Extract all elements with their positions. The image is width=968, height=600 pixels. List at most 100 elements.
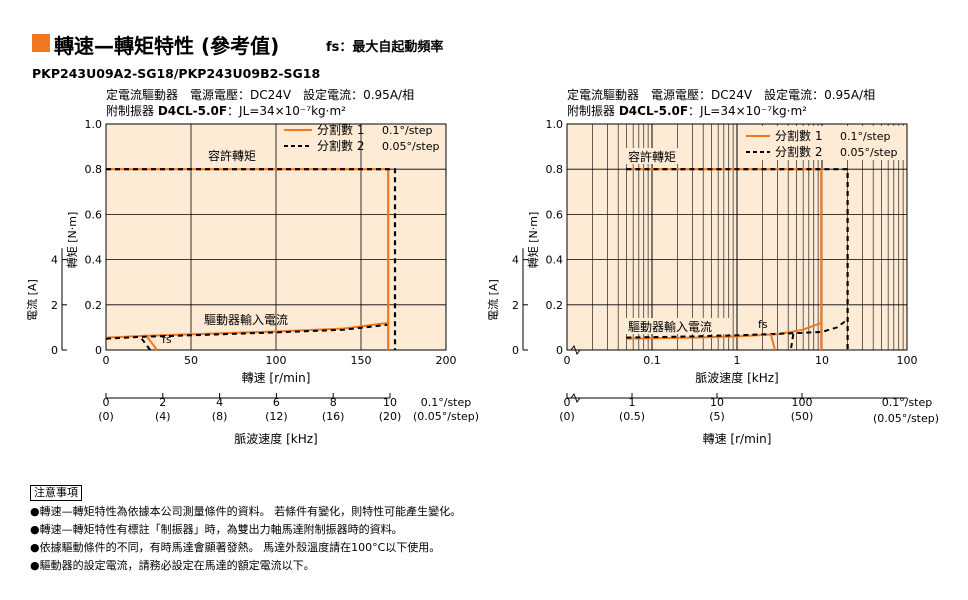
left-current-tick-label: 2 — [51, 299, 58, 312]
left-pulse-tick-label: 10 — [383, 396, 397, 409]
right-legend-value: 0.05°/step — [840, 146, 898, 159]
left-pulse-tick-label: 4 — [216, 396, 223, 409]
left-pulse-tick-sublabel: (0) — [98, 410, 114, 423]
left-fs-solid — [146, 335, 158, 351]
right-current-tick-label: 4 — [512, 254, 519, 267]
right-conditions-line1: 定電流驅動器 電源電壓：DC24V 設定電流：0.95A/相 — [567, 88, 876, 102]
left-y-tick-label: 0 — [95, 344, 102, 357]
left-pulse-tick-label: 6 — [273, 396, 280, 409]
inertia-value: ：JL=34×10⁻⁷kg·m² — [227, 104, 346, 118]
right-fs-label: fs — [758, 318, 768, 331]
right-speed-tick-sublabel: (5) — [709, 410, 725, 423]
left-conditions-line2: 附制振器 D4CL-5.0F：JL=34×10⁻⁷kg·m² — [106, 102, 346, 119]
left-x-tick-label: 50 — [184, 354, 198, 367]
left-pulse-step-label: 0.1°/step — [421, 396, 472, 409]
left-legend-value: 0.05°/step — [382, 140, 440, 153]
page-subtitle: fs：最大自起動頻率 — [326, 40, 444, 55]
right-current-tick-label: 0 — [512, 344, 519, 357]
left-y-axis-label: 轉矩 [N·m] — [66, 212, 79, 269]
right-legend-label: 分割數 2 — [775, 144, 822, 159]
left-fs-dashed — [140, 338, 151, 351]
right-fs-dashed — [789, 334, 795, 351]
left-pulse-tick-sublabel: (16) — [322, 410, 345, 423]
left-y-tick-label: 0.4 — [85, 254, 103, 267]
right-x-tick-label: 0.1 — [643, 354, 661, 367]
left-current-tick-label: 0 — [51, 344, 58, 357]
left-x-tick-label: 0 — [103, 354, 110, 367]
right-torque-curve-dashed — [626, 168, 849, 350]
right-legend-value: 0.1°/step — [840, 130, 891, 143]
right-y-tick-label: 0.2 — [546, 299, 564, 312]
page-title: 轉速—轉矩特性 (參考值) — [54, 34, 280, 58]
left-y-tick-label: 0.6 — [85, 208, 103, 221]
right-fs-solid — [769, 333, 776, 351]
left-legend-label: 分割數 1 — [317, 122, 364, 137]
inertia-value: ：JL=34×10⁻⁷kg·m² — [688, 104, 807, 118]
left-legend-value: 0.1°/step — [382, 124, 433, 137]
right-y-tick-label: 1.0 — [546, 118, 564, 131]
right-speed-axis-title: 轉速 [r/min] — [703, 432, 772, 446]
left-conditions-line1: 定電流驅動器 電源電壓：DC24V 設定電流：0.95A/相 — [106, 88, 415, 102]
left-fs-label: fs — [162, 333, 172, 346]
left-pulse-tick-label: 2 — [159, 396, 166, 409]
damper-model: D4CL-5.0F — [618, 104, 689, 118]
notes-title: 注意事項 — [30, 485, 82, 501]
right-current-tick-label: 2 — [512, 299, 519, 312]
left-current-curve-dashed — [105, 323, 389, 340]
right-speed-tick-label: 10 — [710, 396, 724, 409]
left-pulse-step-sublabel: (0.05°/step) — [413, 410, 479, 423]
right-annotation-bg — [626, 318, 730, 334]
right-y-tick-label: 0.6 — [546, 208, 564, 221]
left-y-tick-label: 1.0 — [85, 118, 103, 131]
right-speed-axis-break — [570, 392, 581, 404]
right-y-tick-label: 0 — [556, 344, 563, 357]
note-item: ●轉速—轉矩特性有標註「制振器」時，為雙出力軸馬達附制振器時的資料。 — [30, 523, 403, 536]
left-x-tick-label: 100 — [266, 354, 287, 367]
right-x-axis-label: 脈波速度 [kHz] — [695, 370, 778, 385]
right-current-axis-label: 電流 [A] — [486, 279, 500, 321]
left-y-tick-label: 0.8 — [85, 163, 103, 176]
right-speed-tick-sublabel: (50) — [791, 410, 814, 423]
left-current-annotation: 驅動器輸入電流 — [204, 312, 288, 327]
right-speed-tick-label: 0 — [564, 396, 571, 409]
right-current-annotation: 驅動器輸入電流 — [628, 319, 712, 334]
left-x-tick-label: 200 — [436, 354, 457, 367]
left-torque-annotation: 容許轉矩 — [208, 148, 256, 163]
left-x-axis-label: 轉速 [r/min] — [242, 371, 311, 385]
right-y-tick-label: 0.4 — [546, 254, 564, 267]
model-number: PKP243U09A2-SG18/PKP243U09B2-SG18 — [32, 66, 321, 81]
left-legend-label: 分割數 2 — [317, 138, 364, 153]
right-plot-border — [566, 123, 908, 351]
left-current-tick-label: 4 — [51, 254, 58, 267]
left-pulse-tick-sublabel: (20) — [379, 410, 402, 423]
right-legend-label: 分割數 1 — [775, 128, 822, 143]
note-item: ●驅動器的設定電流，請務必設定在馬達的額定電流以下。 — [30, 559, 315, 572]
note-item: ●轉速—轉矩特性為依據本公司測量條件的資料。 若條件有變化，則特性可能產生變化。 — [30, 505, 462, 518]
right-speed-tick-label: 100 — [792, 396, 813, 409]
right-speed-tick-sublabel: (0) — [559, 410, 575, 423]
left-torque-curve-dashed — [106, 168, 397, 350]
right-speed-tick-label: 1 — [629, 396, 636, 409]
right-axis-break — [570, 344, 581, 356]
damper-model: D4CL-5.0F — [157, 104, 228, 118]
damper-prefix: 附制振器 — [567, 104, 616, 118]
left-pulse-axis-title: 脈波速度 [kHz] — [234, 431, 317, 446]
note-item: ●依據驅動條件的不同，有時馬達會顯著發熱。 馬達外殼溫度請在100°C以下使用。 — [30, 541, 441, 554]
damper-prefix: 附制振器 — [106, 104, 155, 118]
right-x-tick-label: 10 — [815, 354, 829, 367]
right-conditions-line2: 附制振器 D4CL-5.0F：JL=34×10⁻⁷kg·m² — [567, 102, 807, 119]
left-pulse-tick-sublabel: (8) — [212, 410, 228, 423]
left-pulse-tick-label: 0 — [103, 396, 110, 409]
right-y-tick-label: 0.8 — [546, 163, 564, 176]
left-pulse-tick-sublabel: (12) — [265, 410, 288, 423]
left-x-tick-label: 150 — [351, 354, 372, 367]
right-speed-step-label: 0.1°/step — [882, 396, 933, 409]
right-x-tick-label: 1 — [734, 354, 741, 367]
right-torque-annotation: 容許轉矩 — [628, 149, 676, 164]
right-speed-step-sublabel: (0.05°/step) — [873, 412, 939, 425]
right-annotation-bg — [626, 148, 684, 164]
right-y-axis-label: 轉矩 [N·m] — [527, 212, 540, 269]
right-x-tick-label: 100 — [897, 354, 918, 367]
title-accent-box — [32, 34, 50, 52]
right-current-curve-dashed — [626, 318, 849, 339]
